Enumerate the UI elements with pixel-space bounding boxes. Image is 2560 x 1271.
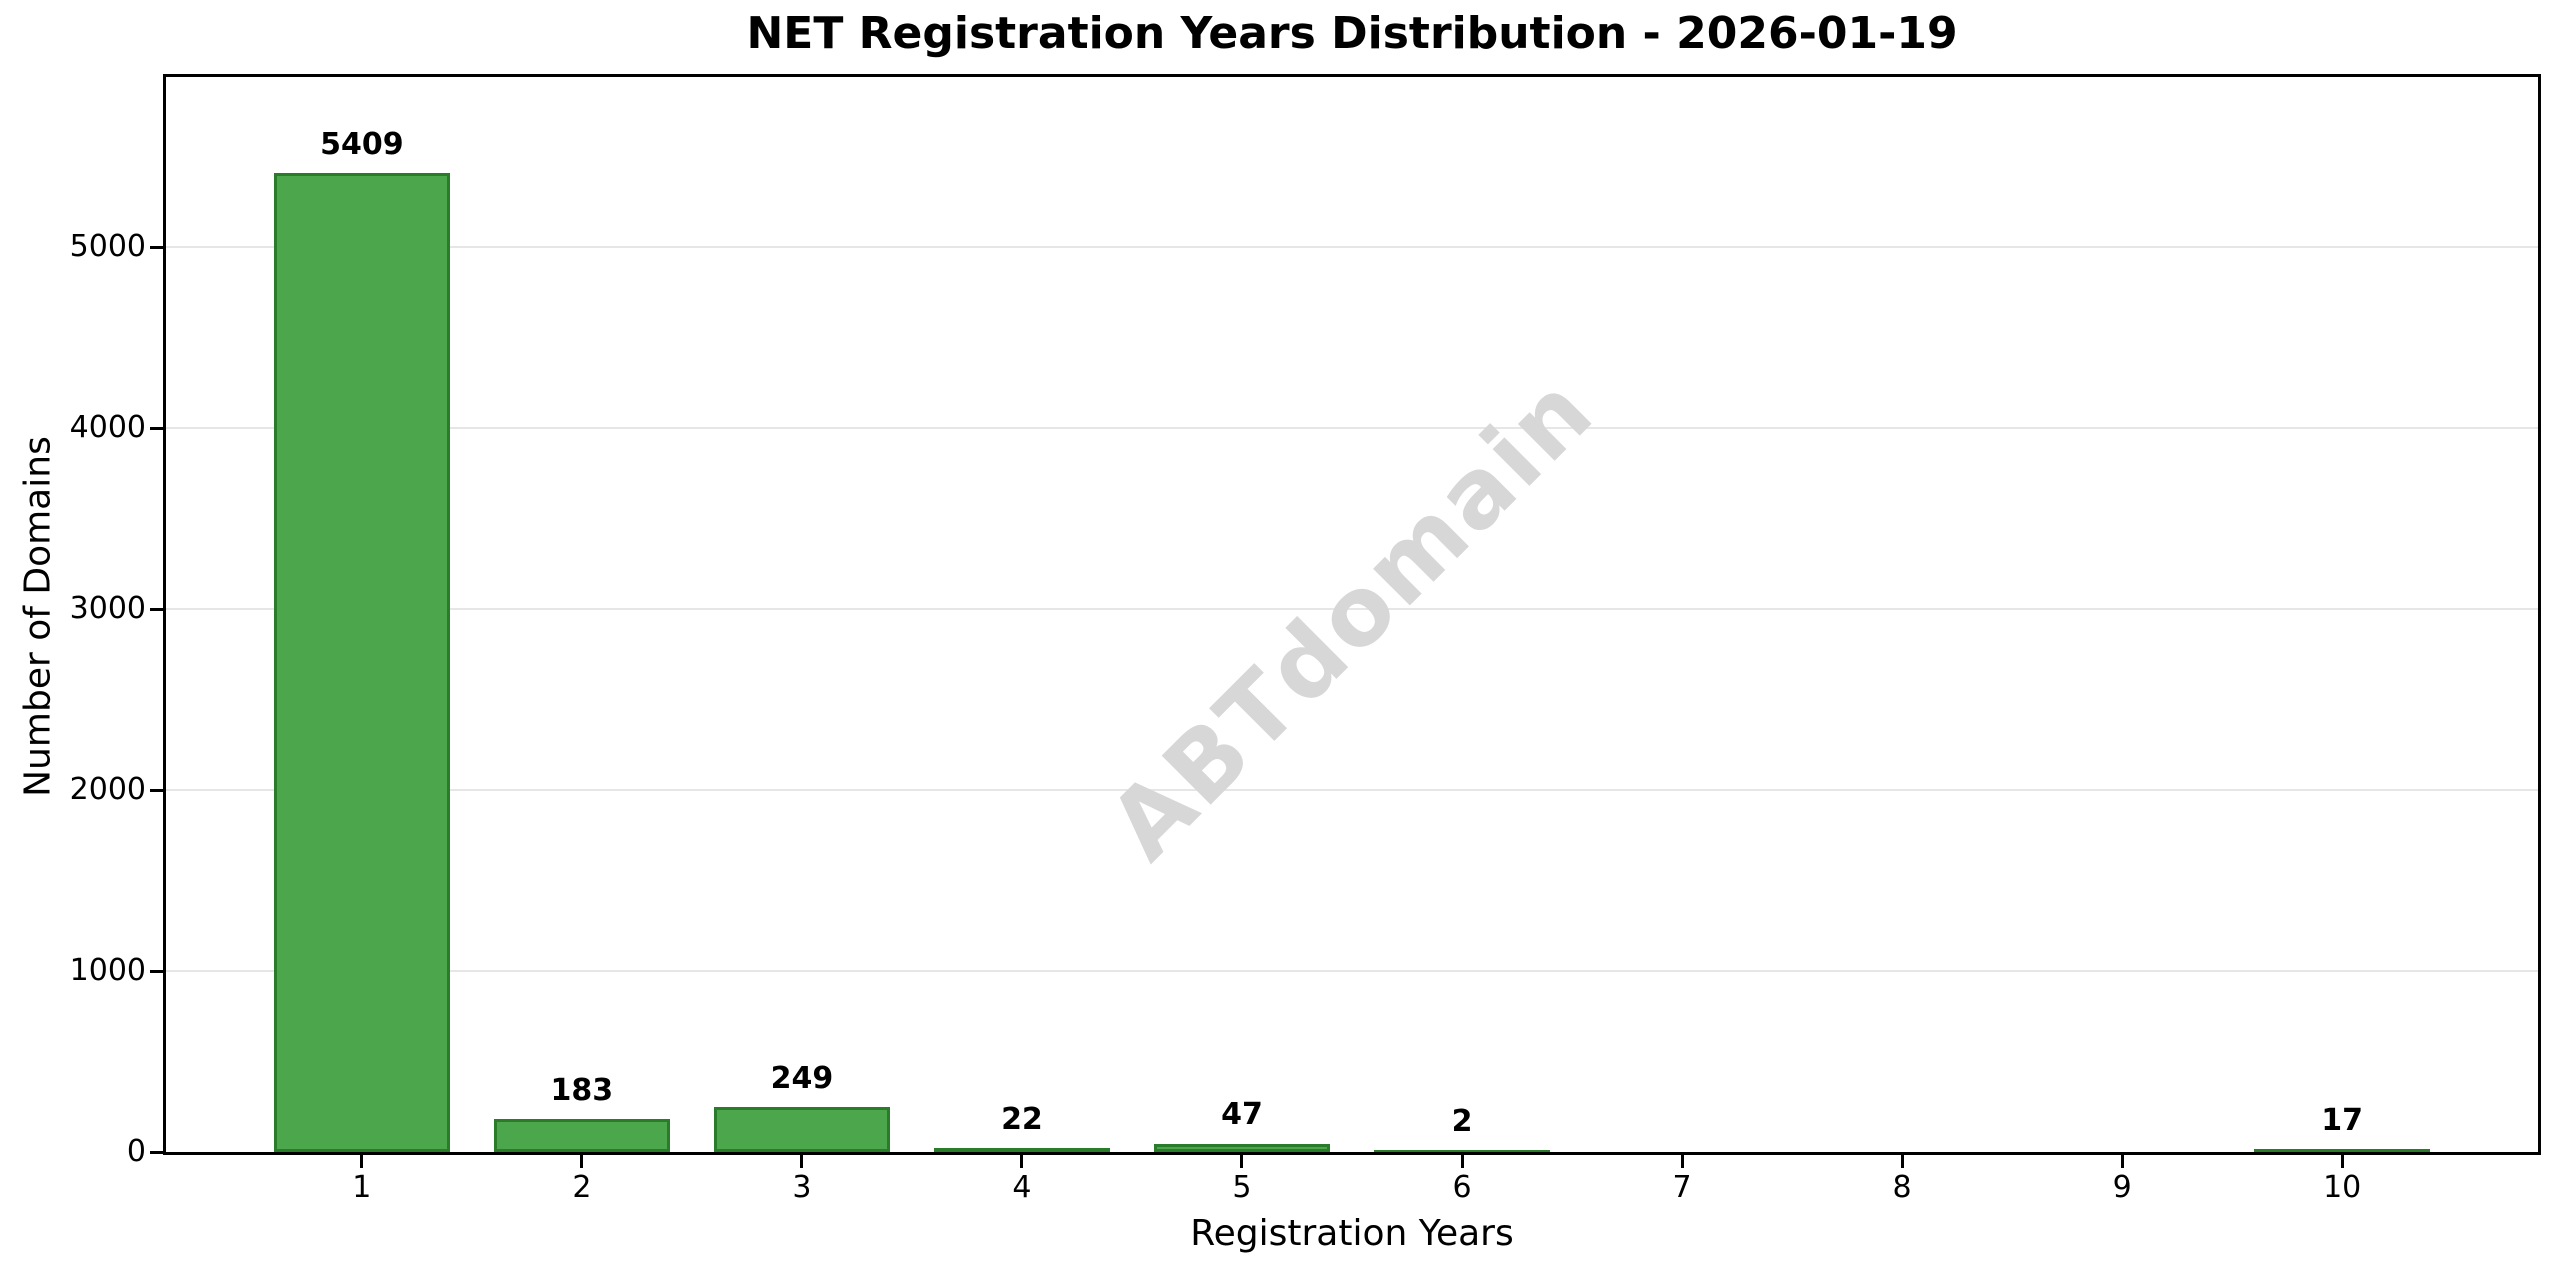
x-tick-mark-2	[580, 1155, 584, 1168]
y-tick-label-5000: 5000	[69, 229, 146, 265]
x-tick-mark-1	[360, 1155, 364, 1168]
bar-year-3	[713, 1106, 890, 1152]
x-tick-label-6: 6	[1452, 1170, 1472, 1205]
x-tick-label-2: 2	[572, 1170, 592, 1205]
x-tick-label-9: 9	[2112, 1170, 2132, 1205]
x-tick-label-5: 5	[1232, 1170, 1252, 1205]
x-tick-mark-3	[800, 1155, 804, 1168]
y-tick-mark-0	[150, 1151, 163, 1154]
y-tick-mark-4000	[150, 427, 163, 431]
bar-value-label-6: 2	[1451, 1103, 1473, 1139]
gridline-2000	[166, 789, 2538, 792]
y-tick-mark-3000	[150, 608, 163, 612]
y-tick-mark-2000	[150, 789, 163, 793]
x-tick-label-8: 8	[1892, 1170, 1912, 1205]
y-tick-mark-1000	[150, 970, 163, 974]
y-tick-label-1000: 1000	[69, 953, 146, 989]
x-tick-mark-4	[1020, 1155, 1024, 1168]
x-tick-mark-10	[2340, 1155, 2344, 1168]
x-tick-mark-9	[2120, 1155, 2124, 1168]
x-tick-mark-6	[1460, 1155, 1464, 1168]
bar-value-label-1: 5409	[320, 127, 404, 163]
gridline-5000	[166, 246, 2538, 249]
y-tick-label-0: 0	[126, 1134, 146, 1169]
plot-area	[163, 74, 2541, 1155]
x-tick-label-3: 3	[792, 1170, 812, 1205]
x-tick-label-10: 10	[2323, 1170, 2362, 1205]
bar-value-label-2: 183	[550, 1072, 614, 1108]
x-tick-mark-5	[1240, 1155, 1244, 1168]
x-tick-label-4: 4	[1012, 1170, 1032, 1205]
y-tick-label-2000: 2000	[69, 772, 146, 808]
gridline-3000	[166, 608, 2538, 611]
x-tick-label-7: 7	[1672, 1170, 1692, 1205]
x-tick-mark-8	[1900, 1155, 1904, 1168]
y-tick-label-3000: 3000	[69, 591, 146, 627]
bar-value-label-3: 249	[770, 1060, 834, 1096]
gridline-1000	[166, 970, 2538, 973]
bar-year-6	[1374, 1149, 1551, 1152]
y-tick-mark-5000	[150, 246, 163, 250]
gridline-4000	[166, 427, 2538, 430]
y-tick-label-4000: 4000	[69, 410, 146, 446]
bar-value-label-4: 22	[1001, 1102, 1043, 1138]
x-axis-label: Registration Years	[1190, 1213, 1514, 1254]
bar-value-label-5: 47	[1221, 1097, 1263, 1133]
bar-year-10	[2254, 1148, 2431, 1152]
chart-title: NET Registration Years Distribution - 20…	[746, 8, 1958, 59]
x-tick-mark-7	[1680, 1155, 1684, 1168]
bar-value-label-10: 17	[2321, 1102, 2364, 1138]
bar-year-5	[1153, 1143, 1330, 1152]
bar-year-4	[933, 1148, 1110, 1152]
bar-year-1	[273, 173, 450, 1152]
x-tick-label-1: 1	[352, 1170, 372, 1205]
bar-year-2	[493, 1118, 670, 1152]
